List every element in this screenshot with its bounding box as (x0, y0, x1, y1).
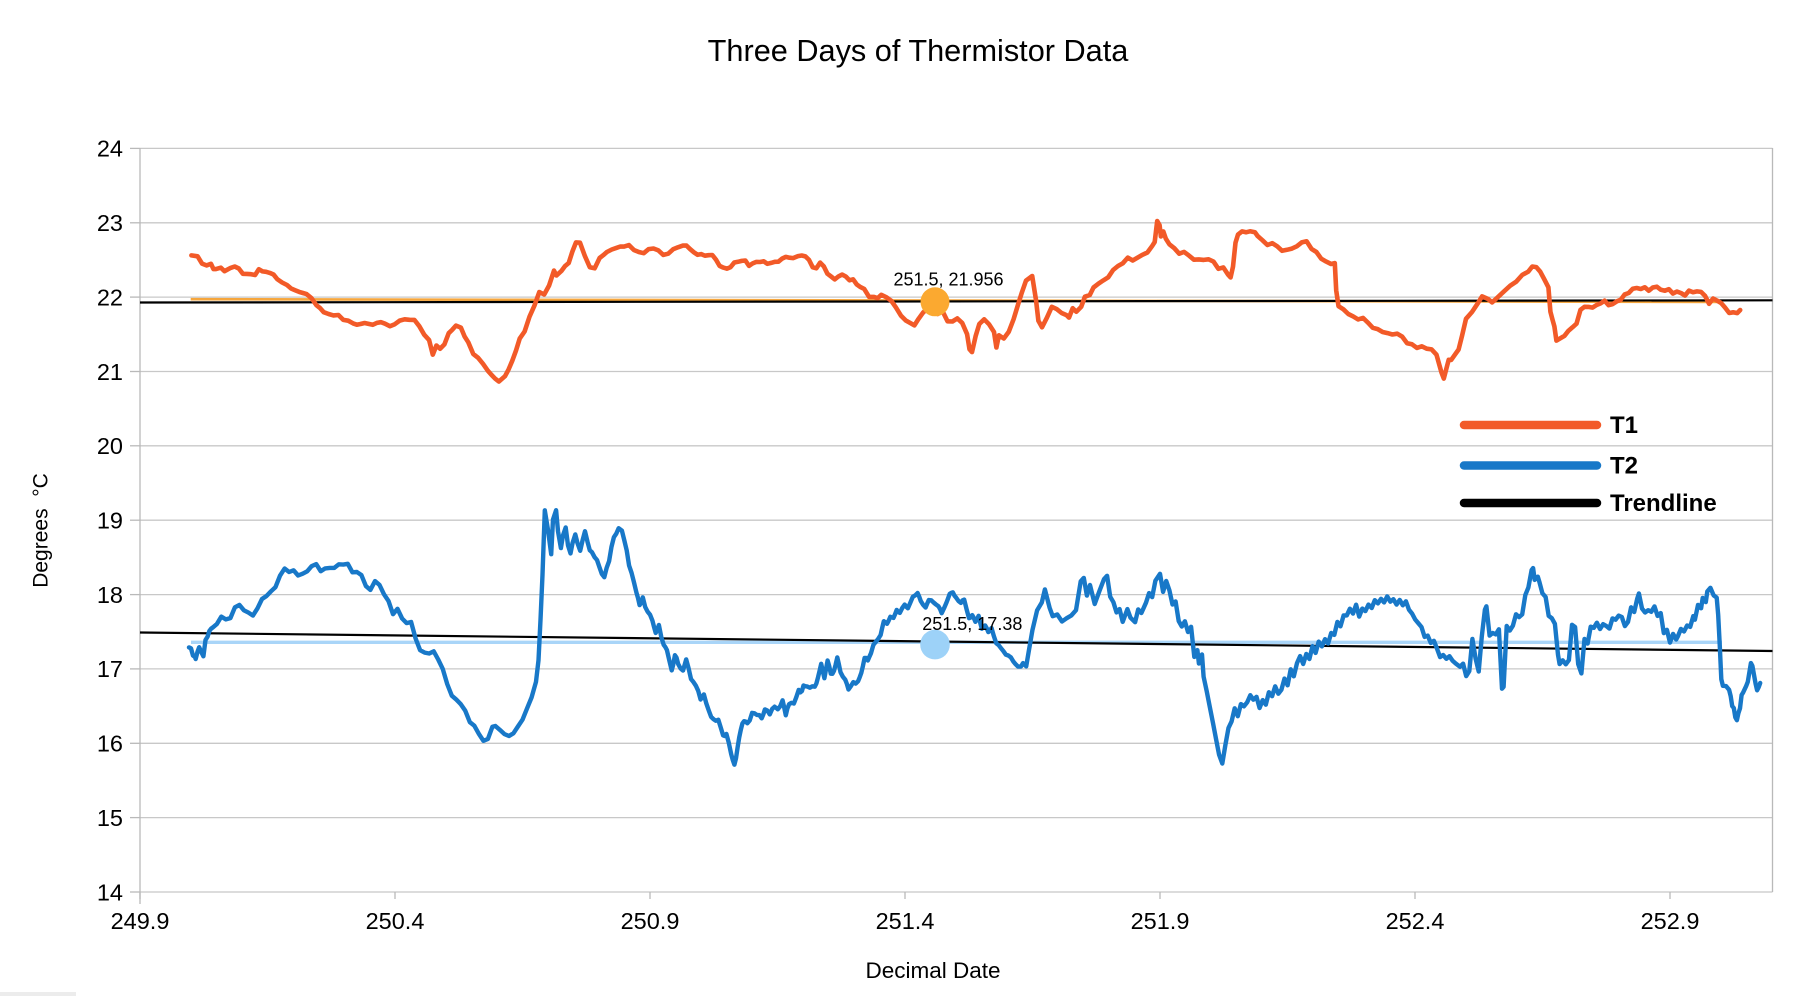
svg-text:23: 23 (97, 210, 123, 236)
svg-text:249.9: 249.9 (111, 908, 170, 934)
svg-text:Trendline: Trendline (1610, 490, 1717, 517)
svg-text:251.4: 251.4 (876, 908, 935, 934)
svg-text:17: 17 (97, 656, 123, 682)
svg-text:24: 24 (97, 136, 123, 162)
svg-text:T1: T1 (1610, 412, 1638, 439)
svg-text:16: 16 (97, 731, 123, 757)
svg-text:251.5, 21.956: 251.5, 21.956 (893, 269, 1003, 289)
svg-text:251.9: 251.9 (1131, 908, 1190, 934)
svg-text:14: 14 (97, 879, 123, 905)
svg-text:22: 22 (97, 284, 123, 310)
svg-text:19: 19 (97, 508, 123, 534)
svg-text:21: 21 (97, 359, 123, 385)
svg-text:Decimal Date: Decimal Date (865, 958, 1000, 983)
svg-text:18: 18 (97, 582, 123, 608)
svg-text:15: 15 (97, 805, 123, 831)
svg-text:Degrees °C: Degrees °C (30, 473, 53, 588)
svg-text:251.5, 17.38: 251.5, 17.38 (922, 614, 1022, 634)
svg-text:252.9: 252.9 (1641, 908, 1700, 934)
svg-text:250.4: 250.4 (366, 908, 425, 934)
svg-text:250.9: 250.9 (621, 908, 680, 934)
svg-text:252.4: 252.4 (1386, 908, 1445, 934)
svg-text:T2: T2 (1610, 453, 1638, 480)
svg-text:20: 20 (97, 433, 123, 459)
svg-text:Three Days of Thermistor Data: Three Days of Thermistor Data (708, 33, 1130, 68)
